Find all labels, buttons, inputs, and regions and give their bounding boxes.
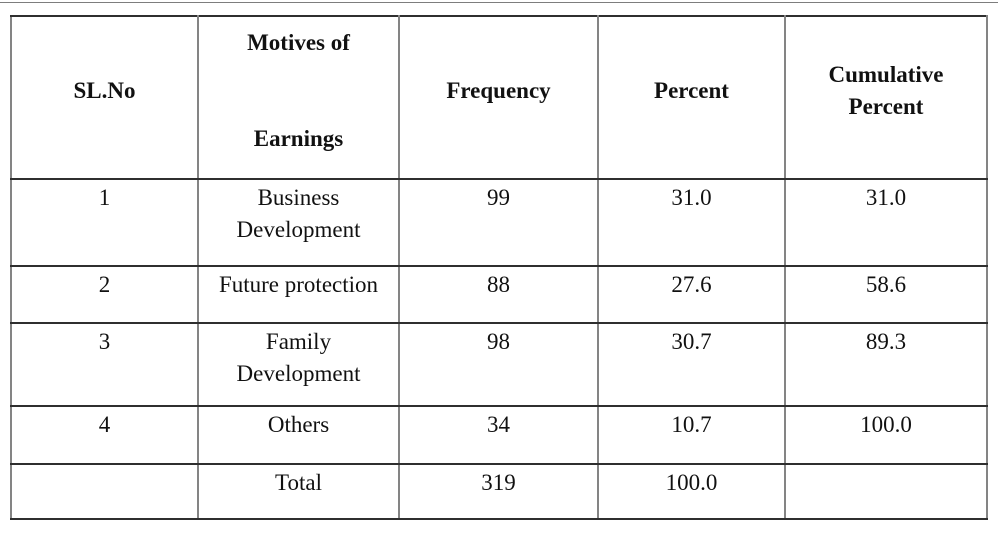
table-row: 4 Others 34 10.7 100.0 — [10, 405, 988, 465]
cell-row2-motive: Future protection — [197, 265, 400, 324]
cell-row4-frequency: 34 — [398, 405, 599, 465]
header-label-sl-no: SL.No — [73, 77, 136, 103]
page-top-divider-line — [0, 2, 998, 3]
cell-row3-frequency: 98 — [398, 322, 599, 407]
cell-total-label: Total — [197, 463, 400, 520]
header-label-motives-line2: Earnings — [253, 125, 344, 151]
cell-row4-motive: Others — [197, 405, 400, 465]
cell-total-sl-no — [10, 463, 199, 520]
cell-total-frequency: 319 — [398, 463, 599, 520]
header-cell-cumulative-percent: Cumulative Percent — [784, 15, 988, 180]
cell-row3-percent: 30.7 — [597, 322, 786, 407]
cell-row3-cumulative-percent: 89.3 — [784, 322, 988, 407]
cell-row1-motive: Business Development — [197, 178, 400, 267]
cell-total-cumulative-percent — [784, 463, 988, 520]
header-label-motives-line1: Motives of — [247, 29, 350, 55]
cell-row1-frequency: 99 — [398, 178, 599, 267]
cell-row4-sl-no: 4 — [10, 405, 199, 465]
header-cell-sl-no: SL.No — [10, 15, 199, 180]
cell-row1-cumulative-percent: 31.0 — [784, 178, 988, 267]
header-label-frequency: Frequency — [446, 77, 551, 103]
table-total-row: Total 319 100.0 — [10, 463, 988, 520]
cell-row3-sl-no: 3 — [10, 322, 199, 407]
header-cell-frequency: Frequency — [398, 15, 599, 180]
cell-row2-cumulative-percent: 58.6 — [784, 265, 988, 324]
header-cell-percent: Percent — [597, 15, 786, 180]
table-row: 2 Future protection 88 27.6 58.6 — [10, 265, 988, 324]
cell-row1-percent: 31.0 — [597, 178, 786, 267]
frequency-table: SL.No Motives of Earnings Frequency Perc… — [10, 15, 988, 520]
header-motives-wrapper: Motives of Earnings — [205, 27, 392, 155]
header-cell-motives: Motives of Earnings — [197, 15, 400, 180]
cell-row4-percent: 10.7 — [597, 405, 786, 465]
table-row: 3 Family Development 98 30.7 89.3 — [10, 322, 988, 407]
cell-total-percent: 100.0 — [597, 463, 786, 520]
cell-row2-frequency: 88 — [398, 265, 599, 324]
cell-row4-cumulative-percent: 100.0 — [784, 405, 988, 465]
table-header-row: SL.No Motives of Earnings Frequency Perc… — [10, 15, 988, 180]
cell-row1-sl-no: 1 — [10, 178, 199, 267]
table-row: 1 Business Development 99 31.0 31.0 — [10, 178, 988, 267]
header-label-percent: Percent — [654, 77, 729, 103]
header-label-cumulative-percent: Cumulative Percent — [828, 61, 944, 119]
cell-row2-percent: 27.6 — [597, 265, 786, 324]
cell-row3-motive: Family Development — [197, 322, 400, 407]
cell-row2-sl-no: 2 — [10, 265, 199, 324]
